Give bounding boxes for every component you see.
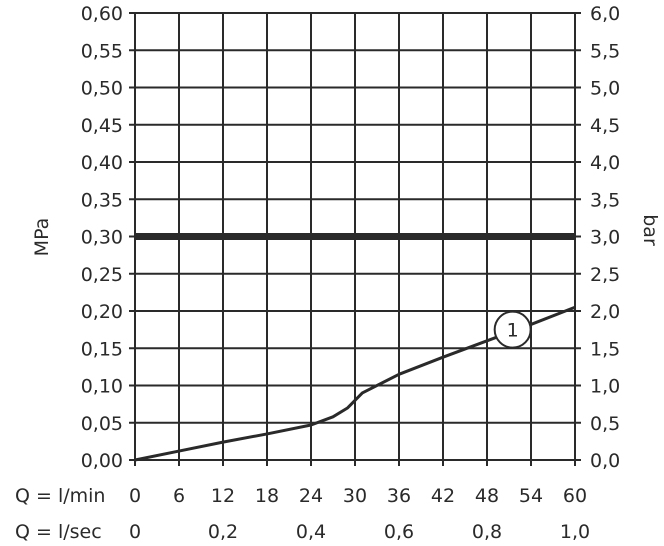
x-tick-label: 0,2 [208, 521, 238, 543]
x-tick-label: 24 [299, 485, 323, 507]
left-axis-title: MPa [31, 218, 53, 257]
right-y-tick-label: 2,5 [590, 264, 620, 286]
left-y-tick-label: 0,00 [81, 450, 123, 472]
x-tick-label: 36 [387, 485, 411, 507]
right-axis-title: bar [639, 214, 661, 246]
right-y-tick-label: 4,5 [590, 115, 620, 137]
left-y-tick-label: 0,60 [81, 3, 123, 25]
x-tick-label: 30 [343, 485, 367, 507]
x-tick-label: 48 [475, 485, 499, 507]
left-y-tick-label: 0,30 [81, 227, 123, 249]
right-y-tick-label: 1,5 [590, 338, 620, 360]
right-y-tick-label: 1,0 [590, 376, 620, 398]
x-tick-label: 0,6 [384, 521, 414, 543]
left-y-tick-label: 0,55 [81, 40, 123, 62]
right-y-tick-labels: 0,0 0,5 1,0 1,5 2,0 2,5 3,0 3,5 4,0 4,5 5,0 5,5 6,0 [590, 3, 620, 472]
x-tick-label: 42 [431, 485, 455, 507]
x-tick-label: 6 [173, 485, 185, 507]
right-y-tick-label: 0,0 [590, 450, 620, 472]
x-tick-label: 12 [211, 485, 235, 507]
series-group: 1 [134, 305, 576, 462]
series-marker-label: 1 [507, 320, 519, 342]
x-tick-label: 60 [563, 485, 587, 507]
left-y-tick-label: 0,05 [81, 413, 123, 435]
right-y-tick-label: 4,0 [590, 152, 620, 174]
series-line [134, 305, 576, 462]
x-axis-row-prefix: Q = l/sec [15, 521, 102, 543]
series-marker-circle [493, 310, 532, 349]
x-tick-label: 18 [255, 485, 279, 507]
x-tick-label: 1,0 [560, 521, 590, 543]
x-axis-row-prefix: Q = l/min [15, 485, 105, 507]
x-tick-label: 0,8 [472, 521, 502, 543]
left-y-tick-label: 0,35 [81, 189, 123, 211]
left-y-tick-label: 0,20 [81, 301, 123, 323]
left-y-tick-label: 0,25 [81, 264, 123, 286]
left-y-tick-label: 0,40 [81, 152, 123, 174]
x-tick-label: 54 [519, 485, 543, 507]
left-y-tick-label: 0,15 [81, 338, 123, 360]
right-y-tick-label: 6,0 [590, 3, 620, 25]
right-y-tick-label: 5,5 [590, 40, 620, 62]
x-tick-labels: Q = l/min 0 6 12 18 24 30 36 42 48 54 60 Q = l/sec 0 0… [15, 485, 590, 543]
x-tick-label: 0 [129, 521, 141, 543]
x-tick-label: 0 [129, 485, 141, 507]
right-y-tick-label: 0,5 [590, 413, 620, 435]
left-y-tick-labels: 0,00 0,05 0,10 0,15 0,20 0,25 0,30 0,35 0,40 0,45… [81, 3, 123, 472]
right-y-tick-label: 3,0 [590, 227, 620, 249]
right-y-tick-label: 5,0 [590, 78, 620, 100]
left-y-tick-label: 0,45 [81, 115, 123, 137]
right-y-tick-label: 3,5 [590, 189, 620, 211]
left-y-tick-label: 0,50 [81, 78, 123, 100]
x-tick-label: 0,4 [296, 521, 326, 543]
left-y-tick-label: 0,10 [81, 376, 123, 398]
right-y-tick-label: 2,0 [590, 301, 620, 323]
